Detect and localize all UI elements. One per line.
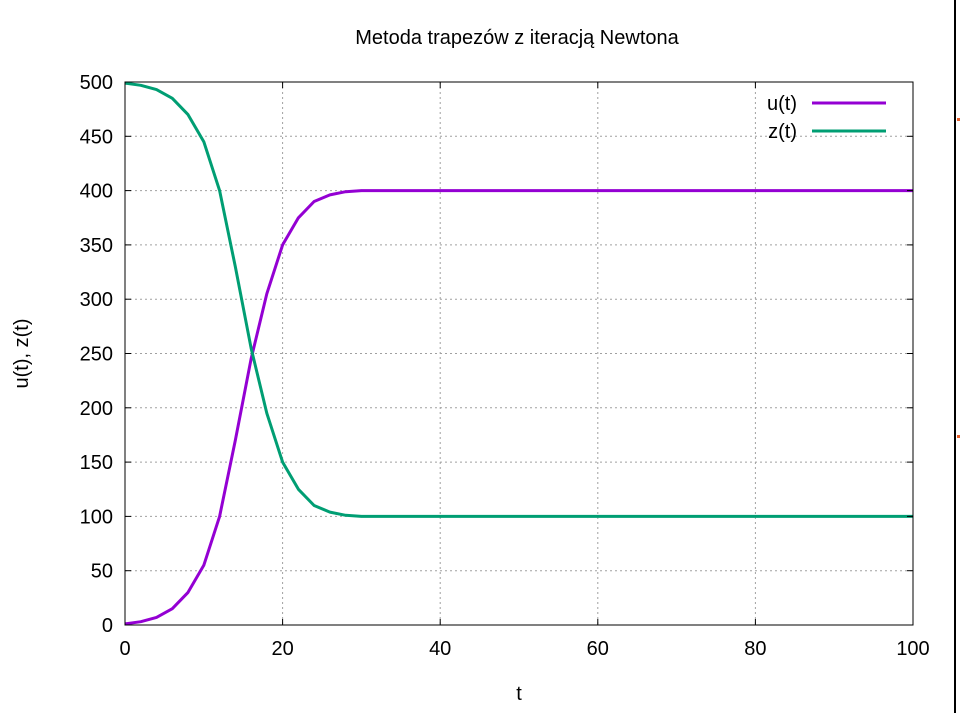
x-tick-label: 80 [744, 638, 766, 660]
edge-marker [957, 118, 960, 121]
window-edge [944, 0, 976, 713]
y-tick-label: 250 [80, 344, 113, 366]
legend-label: z(t) [768, 121, 797, 143]
y-axis-label: u(t), z(t) [11, 319, 33, 389]
chart-canvas: Metoda trapezów z iteracją Newtona 0 20 40… [11, 27, 930, 705]
y-tick-label: 300 [80, 289, 113, 311]
y-tick-label: 450 [80, 126, 113, 148]
series-line-z [124, 81, 913, 518]
y-tick-label: 400 [80, 181, 113, 203]
plot-frame [124, 81, 914, 626]
x-axis-label: t [516, 683, 522, 705]
x-tick-label: 60 [587, 638, 609, 660]
chart-title: Metoda trapezów z iteracją Newtona [355, 27, 679, 49]
y-tick-label: 100 [80, 506, 113, 528]
y-tick-label: 0 [102, 615, 113, 637]
axis-ticks: 0 20 40 60 80 100 0 50 100 150 200 250 300 350 400 450 5… [80, 72, 930, 660]
x-tick-label: 40 [429, 638, 451, 660]
legend: u(t) z(t) [767, 93, 886, 143]
y-tick-label: 350 [80, 235, 113, 257]
edge-marker [957, 435, 960, 438]
x-tick-label: 20 [271, 638, 293, 660]
y-tick-label: 500 [80, 72, 113, 94]
grid-lines [125, 82, 913, 625]
y-tick-label: 50 [91, 561, 113, 583]
series-line-u [124, 189, 913, 626]
y-tick-label: 200 [80, 398, 113, 420]
window-edge-line [954, 0, 956, 713]
y-tick-label: 150 [80, 452, 113, 474]
x-tick-label: 100 [896, 638, 929, 660]
x-tick-label: 0 [119, 638, 130, 660]
series-layer [124, 81, 913, 626]
legend-label: u(t) [767, 93, 797, 115]
